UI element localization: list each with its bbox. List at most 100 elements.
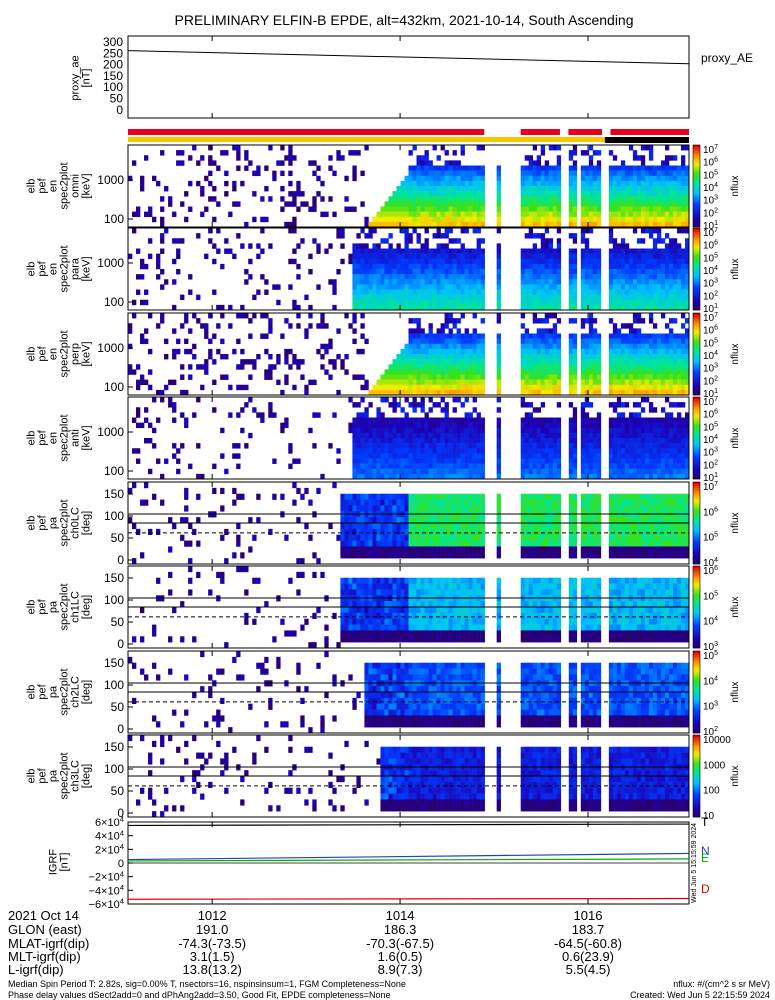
heatmap-cell (352, 453, 357, 459)
heatmap-cell (612, 263, 618, 270)
heatmap-cell (572, 379, 578, 386)
heatmap-cell (648, 348, 654, 355)
heatmap-cell (592, 328, 598, 334)
heatmap-cell (636, 417, 642, 423)
heatmap-cell (472, 343, 477, 350)
heatmap-cell (544, 517, 550, 524)
heatmap-cell (180, 412, 185, 418)
heatmap-cell (420, 369, 425, 375)
heatmap-cell (612, 407, 618, 413)
colorbar-cell (693, 293, 700, 296)
heatmap-cell (432, 493, 437, 500)
heatmap-cell (156, 323, 161, 329)
heatmap-cell (428, 343, 433, 350)
heatmap-cell (392, 552, 397, 559)
heatmap-cell (348, 258, 353, 265)
heatmap-cell (388, 269, 393, 275)
colorbar-cell (693, 450, 700, 453)
heatmap-cell (380, 427, 385, 434)
heatmap-cell (528, 453, 534, 459)
heatmap-cell (428, 417, 433, 423)
heatmap-cell (300, 191, 305, 197)
heatmap-cell (444, 540, 449, 547)
heatmap-cell (320, 196, 325, 202)
heatmap-cell (536, 221, 542, 228)
heatmap-cell (444, 407, 449, 413)
heatmap-cell (380, 274, 385, 280)
heatmap-cell (620, 384, 626, 391)
heatmap-cell (680, 374, 686, 380)
heatmap-cell (616, 453, 622, 459)
heatmap-cell (452, 359, 457, 365)
heatmap-cell (392, 206, 397, 212)
heatmap-cell (144, 299, 149, 306)
heatmap-cell (584, 417, 590, 423)
heatmap-cell (400, 369, 405, 375)
colorbar-cell (693, 145, 700, 148)
heatmap-cell (464, 175, 469, 182)
heatmap-cell (360, 528, 365, 536)
heatmap-cell (524, 201, 530, 207)
heatmap-cell (416, 263, 421, 270)
heatmap-cell (632, 359, 638, 365)
proxy-ae-ytick-label: 100 (103, 80, 123, 94)
heatmap-cell (440, 422, 445, 429)
heatmap-cell (552, 253, 558, 260)
heatmap-cell (432, 343, 437, 350)
heatmap-cell (652, 354, 658, 360)
heatmap-cell (452, 458, 457, 464)
heatmap-cell (656, 233, 662, 239)
heatmap-cell (648, 274, 654, 280)
heatmap-cell (236, 201, 241, 207)
heatmap-cell (416, 354, 421, 360)
heatmap-cell (464, 274, 469, 280)
heatmap-cell (184, 318, 189, 324)
heatmap-cell (404, 284, 409, 290)
heatmap-cell (580, 364, 586, 370)
colorbar-cell (693, 315, 700, 318)
heatmap-cell (380, 523, 385, 530)
heatmap-cell (592, 253, 598, 260)
heatmap-cell (612, 206, 618, 212)
heatmap-cell (540, 453, 546, 459)
heatmap-cell (596, 458, 602, 464)
heatmap-cell (524, 517, 530, 524)
heatmap-cell (428, 284, 433, 290)
heatmap-cell (476, 258, 481, 265)
heatmap-cell (444, 384, 449, 391)
heatmap-cell (652, 228, 658, 234)
heatmap-cell (392, 389, 397, 396)
colorbar-cell (693, 458, 700, 461)
heatmap-cell (668, 364, 674, 370)
heatmap-cell (360, 201, 365, 207)
heatmap-cell (436, 269, 441, 275)
heatmap-cell (496, 216, 501, 223)
heatmap-cell (464, 338, 469, 345)
heatmap-cell (592, 379, 598, 386)
heatmap-cell (364, 448, 369, 454)
heatmap-cell (364, 523, 369, 530)
panel-ytick-label: 100 (104, 295, 124, 309)
heatmap-cell (568, 374, 574, 380)
heatmap-cell (288, 191, 293, 197)
heatmap-cell (408, 304, 413, 311)
heatmap-cell (544, 318, 550, 324)
heatmap-cell (548, 540, 554, 547)
heatmap-cell (412, 417, 417, 423)
heatmap-cell (588, 180, 594, 187)
heatmap-cell (420, 463, 425, 470)
heatmap-cell (404, 294, 409, 301)
panel-ytick-label: 1000 (97, 341, 124, 355)
heatmap-cell (636, 453, 642, 459)
heatmap-cell (360, 333, 365, 339)
heatmap-cell (288, 443, 293, 449)
heatmap-cell (352, 443, 357, 449)
heatmap-cell (532, 438, 538, 444)
heatmap-cell (616, 448, 622, 454)
heatmap-cell (268, 402, 273, 408)
heatmap-cell (524, 552, 530, 559)
heatmap-cell (584, 333, 590, 339)
heatmap-cell (204, 253, 209, 260)
heatmap-cell (680, 160, 686, 166)
heatmap-cell (552, 328, 558, 334)
